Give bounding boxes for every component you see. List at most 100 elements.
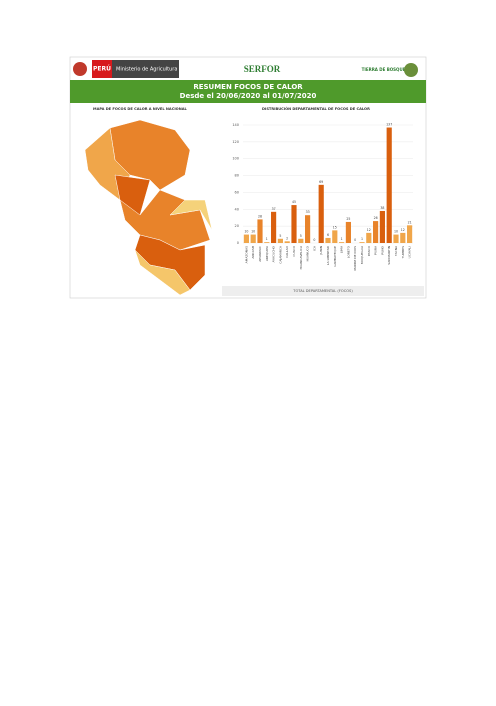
- data-label: 69: [319, 180, 323, 184]
- bar: [339, 242, 345, 243]
- x-tick-label: ICA: [312, 245, 316, 251]
- x-tick-label: CALLAO: [285, 245, 289, 258]
- bar: [250, 234, 256, 243]
- data-label: 10: [244, 230, 248, 234]
- x-tick-label: HUANCAVELICA: [299, 245, 303, 269]
- data-label: 15: [333, 225, 337, 229]
- x-tick-label: CAJAMARCA: [278, 245, 282, 264]
- bar: [305, 215, 311, 243]
- data-label: 37: [272, 207, 276, 211]
- x-tick-label: LA LIBERTAD: [326, 245, 330, 265]
- header-band: [70, 80, 426, 103]
- data-label: 12: [401, 228, 405, 232]
- data-label: 1: [361, 237, 363, 241]
- data-label: 137: [386, 123, 392, 127]
- y-tick-label: 0: [237, 241, 239, 245]
- x-tick-label: TACNA: [394, 245, 398, 257]
- x-tick-label: LAMBAYEQUE: [333, 246, 337, 267]
- region: [134, 249, 191, 296]
- data-label: 6: [327, 233, 329, 237]
- ministry: Ministerio de Agricultura y Riego: [116, 67, 198, 73]
- x-tick-label: AYACUCHO: [272, 245, 276, 262]
- bar: [366, 232, 372, 243]
- data-label: 1: [341, 237, 343, 241]
- country: PERÚ: [93, 66, 111, 73]
- data-label: 0: [354, 238, 356, 242]
- data-label: 12: [367, 228, 371, 232]
- x-tick-label: PASCO: [367, 245, 371, 256]
- data-label: 1: [266, 237, 268, 241]
- map-title: MAPA DE FOCOS DE CALOR A NIVEL NACIONAL: [93, 107, 188, 111]
- bar: [407, 225, 413, 243]
- data-label: 26: [374, 216, 378, 220]
- chart: 020406080100120140AMAZONAS10ANCASH10APUR…: [232, 123, 413, 271]
- agency: SERFOR: [244, 64, 281, 74]
- y-tick-label: 20: [235, 224, 239, 228]
- x-tick-label: ANCASH: [251, 246, 255, 259]
- x-tick-label: LORETO: [346, 245, 350, 258]
- data-label: 10: [251, 230, 255, 234]
- x-tick-label: SAN MARTIN: [387, 246, 391, 265]
- bar: [271, 211, 277, 243]
- bar: [298, 238, 304, 243]
- data-label: 21: [408, 220, 412, 224]
- y-tick-label: 60: [235, 190, 239, 194]
- shield: [73, 62, 87, 76]
- data-label: 45: [292, 200, 296, 204]
- bar: [257, 219, 263, 243]
- x-tick-label: UCAYALI: [408, 246, 412, 258]
- bar: [332, 230, 338, 243]
- chart-title: DISTRIBUCIÓN DEPARTAMENTAL DE FOCOS DE C…: [262, 106, 370, 111]
- y-tick-label: 140: [232, 123, 239, 127]
- y-tick-label: 120: [232, 140, 239, 144]
- x-tick-label: TUMBES: [401, 246, 405, 260]
- x-tick-label: APURIMAC: [258, 246, 262, 262]
- y-tick-label: 80: [235, 174, 239, 178]
- data-label: 2: [286, 236, 288, 240]
- bar: [243, 234, 249, 243]
- map: [84, 119, 213, 296]
- bar: [379, 210, 385, 243]
- bar: [277, 238, 283, 243]
- data-label: 28: [258, 214, 262, 218]
- y-tick-label: 40: [235, 207, 239, 211]
- data-label: 0: [313, 238, 315, 242]
- x-tick-label: PUNO: [380, 245, 384, 254]
- report-subtitle: Desde el 20/06/2020 al 01/07/2020: [180, 92, 317, 100]
- bar: [264, 242, 270, 243]
- bar: [393, 234, 399, 243]
- data-label: 25: [346, 217, 350, 221]
- data-label: 10: [394, 230, 398, 234]
- data-label: 5: [300, 234, 302, 238]
- bar: [386, 127, 392, 243]
- bar: [318, 184, 324, 243]
- bar: [284, 241, 290, 243]
- bar: [325, 237, 331, 243]
- x-tick-label: AMAZONAS: [244, 246, 248, 263]
- data-label: 33: [306, 210, 310, 214]
- chart-footer: [222, 286, 424, 296]
- slogan: TIERRA DE BOSQUES: [362, 67, 409, 72]
- x-tick-label: HUANUCO: [306, 245, 310, 261]
- report-title: RESUMEN FOCOS DE CALOR: [193, 83, 303, 91]
- x-tick-label: LIMA: [340, 245, 344, 253]
- bar: [291, 205, 297, 243]
- x-tick-label: JUNIN: [319, 246, 323, 255]
- region: [119, 189, 211, 251]
- bar: [400, 232, 406, 243]
- x-tick-label: MOQUEGUA: [360, 245, 364, 264]
- x-tick-label: AREQUIPA: [265, 245, 269, 261]
- bar: [359, 242, 365, 243]
- bar: [345, 221, 351, 243]
- region: [169, 199, 213, 231]
- data-label: 38: [380, 206, 384, 210]
- data-label: 5: [279, 234, 281, 238]
- y-tick-label: 100: [232, 157, 239, 161]
- ministry-box: [112, 60, 179, 78]
- peru-logo: [92, 60, 112, 78]
- x-axis-label: TOTAL DEPARTAMENTAL (FOCOS): [292, 289, 353, 293]
- x-tick-label: PIURA: [374, 245, 378, 255]
- bar: [373, 221, 379, 243]
